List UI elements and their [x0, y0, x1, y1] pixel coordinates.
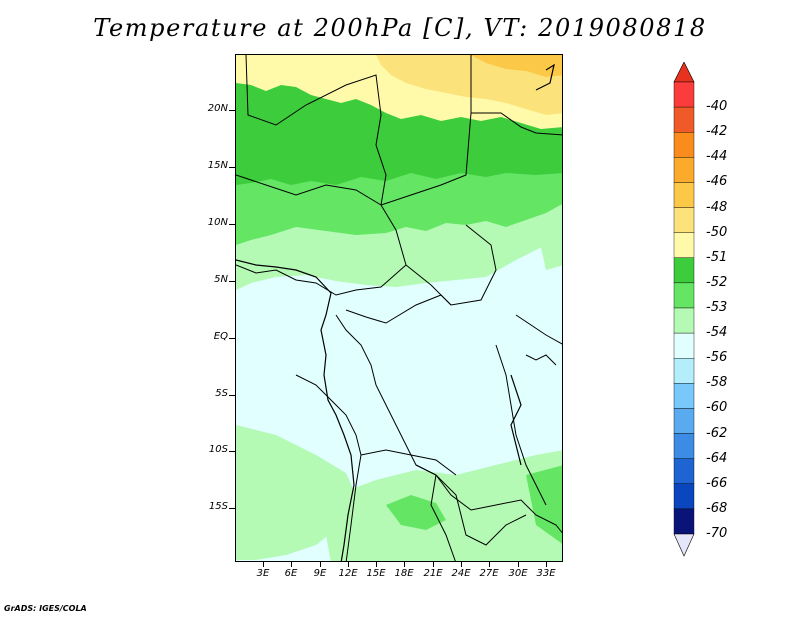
- lon-label-12e: 12E: [338, 568, 358, 579]
- colorbar-label: -58: [706, 375, 728, 391]
- colorbar-label: -44: [706, 149, 728, 165]
- colorbar-swatch: [673, 106, 695, 133]
- lon-tick: [291, 562, 292, 567]
- colorbar-label: -51: [706, 249, 728, 265]
- lon-label-27e: 27E: [479, 568, 499, 579]
- colorbar-swatch: [673, 458, 695, 484]
- colorbar-swatch: [673, 483, 695, 510]
- colorbar-swatch: [673, 232, 695, 258]
- colorbar-label: -50: [706, 224, 728, 240]
- colorbar-label: -68: [706, 500, 728, 516]
- lat-tick: [229, 451, 235, 452]
- band-53-south-west: [236, 425, 356, 560]
- lat-tick: [229, 167, 235, 168]
- colorbar-swatch: [673, 332, 695, 359]
- map-title: Temperature at 200hPa [C], VT: 201908081…: [93, 14, 707, 42]
- colorbar-swatch: [673, 81, 695, 108]
- lon-label-15e: 15E: [366, 568, 386, 579]
- lat-tick: [229, 508, 235, 509]
- colorbar-label: -66: [706, 475, 728, 491]
- lon-label-9e: 9E: [313, 568, 327, 579]
- lat-tick: [229, 395, 235, 396]
- colorbar-label: -62: [706, 425, 728, 441]
- colorbar-label: -42: [706, 124, 728, 140]
- lat-label-10n: 10N: [207, 217, 228, 228]
- lat-tick: [229, 224, 235, 225]
- lon-tick: [461, 562, 462, 567]
- colorbar-swatch: [673, 182, 695, 208]
- lat-label-eq: EQ: [213, 331, 228, 342]
- lon-label-6e: 6E: [284, 568, 298, 579]
- band-46-north: [471, 55, 562, 77]
- colorbar-bottom-arrow: [673, 533, 695, 557]
- lat-label-15n: 15N: [207, 160, 228, 171]
- colorbar-label: -64: [706, 450, 728, 466]
- lon-tick: [320, 562, 321, 567]
- colorbar-swatch: [673, 433, 695, 459]
- colorbar-swatch: [673, 257, 695, 284]
- lon-label-30e: 30E: [508, 568, 528, 579]
- colorbar-swatch: [673, 408, 695, 434]
- lat-tick: [229, 110, 235, 111]
- colorbar-swatch: [673, 358, 695, 384]
- lon-tick: [433, 562, 434, 567]
- lat-label-10s: 10S: [208, 444, 228, 455]
- band-48-north: [376, 55, 562, 115]
- colorbar-swatch: [673, 307, 695, 334]
- lat-label-20n: 20N: [207, 103, 228, 114]
- colorbar-label: -52: [706, 274, 728, 290]
- colorbar-label: -56: [706, 350, 728, 366]
- colorbar-label: -48: [706, 199, 728, 215]
- lon-tick: [348, 562, 349, 567]
- colorbar-label: -40: [706, 99, 728, 115]
- colorbar-label: -46: [706, 174, 728, 190]
- colorbar-label: -54: [706, 325, 728, 341]
- lon-label-24e: 24E: [451, 568, 471, 579]
- lon-label-3e: 3E: [256, 568, 270, 579]
- lon-label-18e: 18E: [394, 568, 414, 579]
- lon-tick: [489, 562, 490, 567]
- coastlines: [236, 63, 555, 561]
- lon-tick: [404, 562, 405, 567]
- band-53-south-central: [326, 450, 562, 561]
- lon-tick: [546, 562, 547, 567]
- map-panel: [235, 54, 563, 562]
- colorbar-swatch: [673, 207, 695, 233]
- colorbar-label: -70: [706, 526, 728, 541]
- band-52-south-east: [526, 465, 562, 544]
- colorbar-swatch: [673, 157, 695, 183]
- colorbar-label: -60: [706, 400, 728, 416]
- lon-tick: [263, 562, 264, 567]
- country-borders: [236, 55, 562, 561]
- lon-label-21e: 21E: [423, 568, 443, 579]
- lat-tick: [229, 338, 235, 339]
- colorbar-label: -53: [706, 300, 728, 315]
- colorbar-swatch: [673, 282, 695, 309]
- lat-tick: [229, 281, 235, 282]
- lat-label-15s: 15S: [208, 501, 228, 512]
- colorbar-swatch: [673, 132, 695, 158]
- temperature-map: [236, 55, 562, 561]
- colorbar: [673, 62, 695, 557]
- credit-text: GrADS: IGES/COLA: [4, 604, 87, 613]
- lon-tick: [376, 562, 377, 567]
- colorbar-top-arrow: [673, 62, 695, 83]
- colorbar-swatch: [673, 383, 695, 409]
- lat-label-5s: 5S: [215, 388, 228, 399]
- colorbar-swatch: [673, 508, 695, 535]
- lat-label-5n: 5N: [214, 274, 228, 285]
- lon-tick: [518, 562, 519, 567]
- lon-label-33e: 33E: [536, 568, 556, 579]
- band-53-east-strip: [536, 215, 562, 270]
